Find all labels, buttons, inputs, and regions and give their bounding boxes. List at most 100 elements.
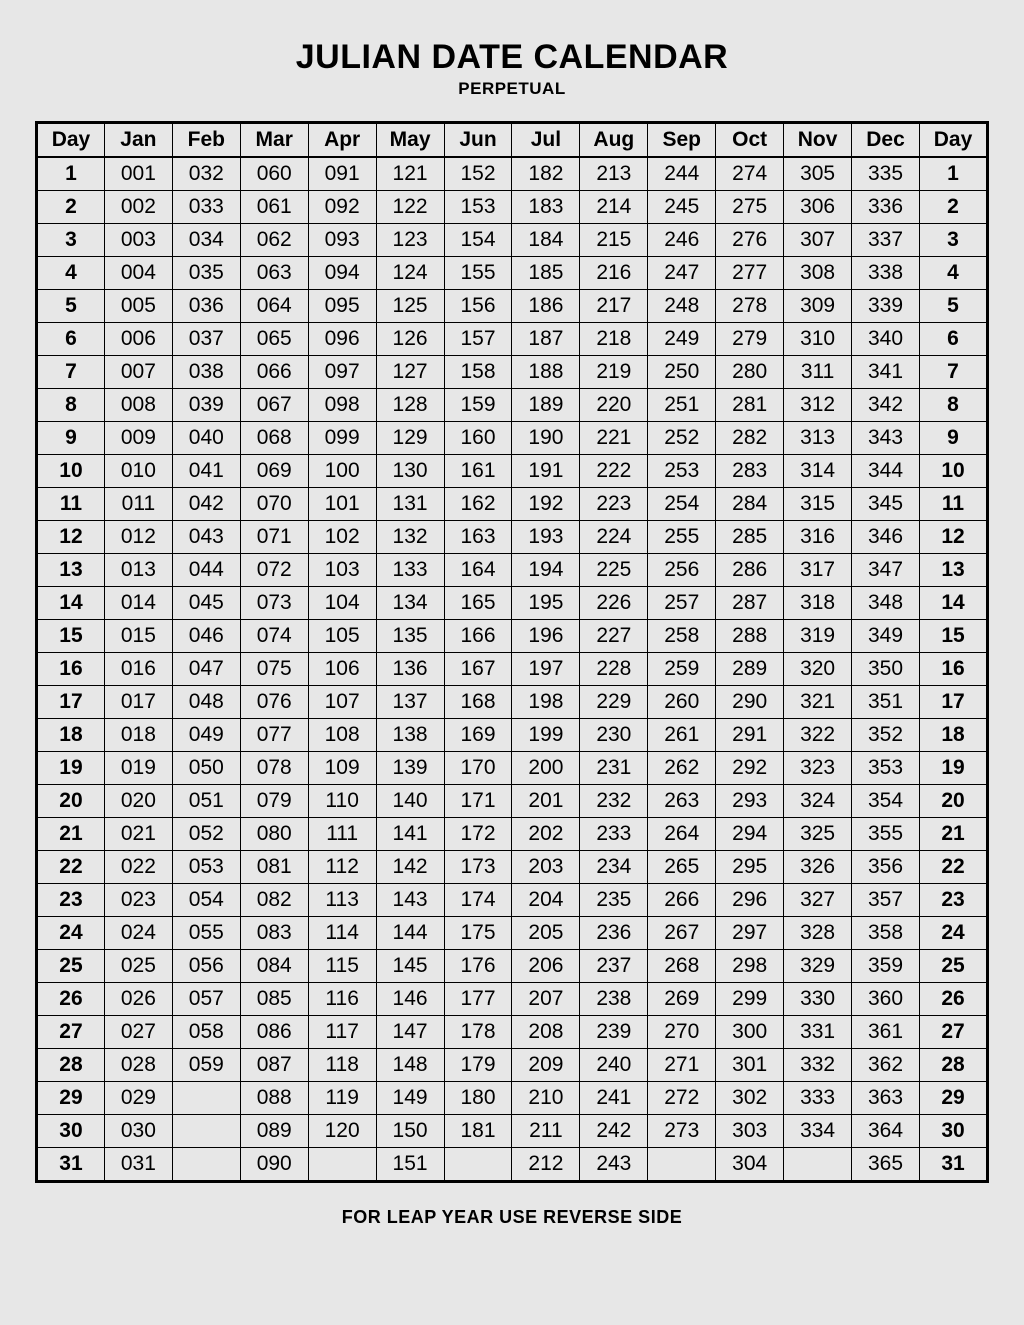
- table-row: 80080390670981281591892202512813123428: [37, 389, 988, 422]
- value-cell: 361: [852, 1016, 920, 1049]
- value-cell: 255: [648, 521, 716, 554]
- table-row: 20020330610921221531832142452753063362: [37, 191, 988, 224]
- value-cell: 357: [852, 884, 920, 917]
- day-cell: 30: [37, 1115, 105, 1148]
- value-cell: 123: [376, 224, 444, 257]
- table-row: 2202205308111214217320323426529532635622: [37, 851, 988, 884]
- value-cell: 302: [716, 1082, 784, 1115]
- value-cell: 318: [784, 587, 852, 620]
- value-cell: 153: [444, 191, 512, 224]
- value-cell: 242: [580, 1115, 648, 1148]
- value-cell: 084: [240, 950, 308, 983]
- day-cell: 21: [919, 818, 987, 851]
- value-cell: 114: [308, 917, 376, 950]
- value-cell: 262: [648, 752, 716, 785]
- value-cell: 323: [784, 752, 852, 785]
- value-cell: 336: [852, 191, 920, 224]
- value-cell: 087: [240, 1049, 308, 1082]
- day-cell: 31: [919, 1148, 987, 1182]
- day-cell: 9: [37, 422, 105, 455]
- value-cell: 322: [784, 719, 852, 752]
- value-cell: 131: [376, 488, 444, 521]
- value-cell: 316: [784, 521, 852, 554]
- value-cell: 345: [852, 488, 920, 521]
- day-cell: 20: [37, 785, 105, 818]
- value-cell: 348: [852, 587, 920, 620]
- value-cell: 344: [852, 455, 920, 488]
- value-cell: 057: [172, 983, 240, 1016]
- value-cell: 125: [376, 290, 444, 323]
- value-cell: 315: [784, 488, 852, 521]
- value-cell: 052: [172, 818, 240, 851]
- value-cell: 005: [104, 290, 172, 323]
- value-cell: 301: [716, 1049, 784, 1082]
- value-cell: 365: [852, 1148, 920, 1182]
- value-cell: 264: [648, 818, 716, 851]
- value-cell: 331: [784, 1016, 852, 1049]
- value-cell: 183: [512, 191, 580, 224]
- value-cell: 343: [852, 422, 920, 455]
- day-cell: 7: [919, 356, 987, 389]
- value-cell: 140: [376, 785, 444, 818]
- day-cell: 14: [37, 587, 105, 620]
- value-cell: 178: [444, 1016, 512, 1049]
- value-cell: 305: [784, 157, 852, 191]
- value-cell: 067: [240, 389, 308, 422]
- table-row: 1201204307110213216319322425528531634612: [37, 521, 988, 554]
- value-cell: 270: [648, 1016, 716, 1049]
- day-cell: 1: [919, 157, 987, 191]
- value-cell: 283: [716, 455, 784, 488]
- value-cell: 021: [104, 818, 172, 851]
- value-cell: 269: [648, 983, 716, 1016]
- value-cell: 141: [376, 818, 444, 851]
- value-cell: 235: [580, 884, 648, 917]
- page: JULIAN DATE CALENDAR PERPETUAL DayJanFeb…: [0, 0, 1024, 1325]
- value-cell: 038: [172, 356, 240, 389]
- page-title: JULIAN DATE CALENDAR: [35, 38, 989, 77]
- day-cell: 9: [919, 422, 987, 455]
- value-cell: 100: [308, 455, 376, 488]
- value-cell: 135: [376, 620, 444, 653]
- value-cell: 175: [444, 917, 512, 950]
- value-cell: 068: [240, 422, 308, 455]
- value-cell: 088: [240, 1082, 308, 1115]
- value-cell: 152: [444, 157, 512, 191]
- table-row: 30030340620931231541842152462763073373: [37, 224, 988, 257]
- value-cell: 287: [716, 587, 784, 620]
- value-cell: 249: [648, 323, 716, 356]
- value-cell: 030: [104, 1115, 172, 1148]
- value-cell: 172: [444, 818, 512, 851]
- table-row: 10010320600911211521822132442743053351: [37, 157, 988, 191]
- value-cell: 013: [104, 554, 172, 587]
- day-cell: 1: [37, 157, 105, 191]
- value-cell: 098: [308, 389, 376, 422]
- day-cell: 10: [37, 455, 105, 488]
- value-cell: 195: [512, 587, 580, 620]
- value-cell: 290: [716, 686, 784, 719]
- day-cell: 13: [919, 554, 987, 587]
- value-cell: 340: [852, 323, 920, 356]
- value-cell: 167: [444, 653, 512, 686]
- value-cell: 308: [784, 257, 852, 290]
- day-cell: 10: [919, 455, 987, 488]
- value-cell: 155: [444, 257, 512, 290]
- value-cell: 041: [172, 455, 240, 488]
- value-cell: 293: [716, 785, 784, 818]
- table-header-cell: May: [376, 123, 444, 158]
- value-cell: 107: [308, 686, 376, 719]
- value-cell: 228: [580, 653, 648, 686]
- value-cell: 220: [580, 389, 648, 422]
- value-cell: 279: [716, 323, 784, 356]
- value-cell: 306: [784, 191, 852, 224]
- value-cell: 319: [784, 620, 852, 653]
- day-cell: 4: [919, 257, 987, 290]
- value-cell: 133: [376, 554, 444, 587]
- value-cell: 199: [512, 719, 580, 752]
- value-cell: 182: [512, 157, 580, 191]
- value-cell: 236: [580, 917, 648, 950]
- value-cell: 276: [716, 224, 784, 257]
- value-cell: 048: [172, 686, 240, 719]
- value-cell: 196: [512, 620, 580, 653]
- day-cell: 23: [37, 884, 105, 917]
- value-cell: 222: [580, 455, 648, 488]
